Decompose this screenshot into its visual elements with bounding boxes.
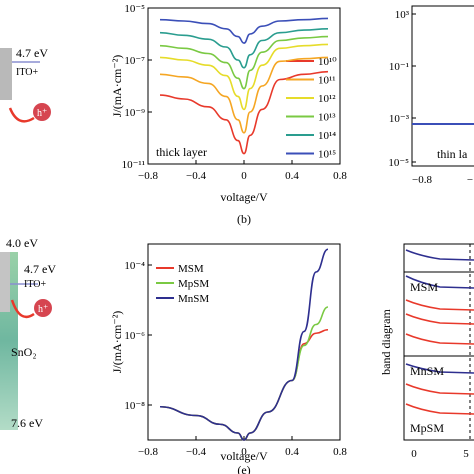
energy-mid-label: 4.7 eV [24, 262, 56, 276]
annotation: thick layer [156, 145, 207, 159]
x-axis-label: voltage/V [220, 449, 268, 463]
legend-label: 10¹⁵ [318, 149, 336, 161]
legend-label: 10¹⁴ [318, 130, 336, 142]
electrode-block [0, 48, 12, 100]
left-schematic-bottom: 4.0 eV 4.7 eV ITO+ h⁺ SnO₂ 7.6 eV [0, 236, 56, 430]
series-line-5 [159, 17, 329, 44]
series-line-2 [159, 43, 329, 111]
band-curve [405, 363, 474, 374]
hole-arrow [10, 299, 35, 319]
y-axis-label: J/(mA·cm⁻²) [110, 311, 124, 374]
plot-frame [147, 7, 341, 165]
right-panel-bottom: MSM MnSM MpSM band diagram 0 5 [379, 243, 474, 460]
hole-label: h⁺ [37, 108, 47, 119]
x-axis-label: voltage/V [220, 190, 268, 204]
legend-label: 10¹⁰ [318, 56, 337, 68]
y-tick-label: 10⁻¹¹ [122, 159, 145, 171]
x-tick-label: −0.4 [186, 446, 206, 458]
legend-label: 10¹¹ [318, 75, 336, 87]
y-tick-label: 10⁻⁶ [124, 330, 145, 342]
x-tick-label: −0.8 [412, 174, 432, 186]
x-tick-label: −0.8 [138, 170, 158, 182]
series-line-3 [159, 35, 329, 90]
electrode-label: ITO+ [16, 67, 38, 78]
y-tick-label: 10⁻⁹ [124, 107, 145, 119]
y-axis-label: band diagram [379, 309, 393, 375]
x-tick-label: 0 [241, 170, 247, 182]
legend-label: MpSM [178, 278, 209, 290]
hole-arrow [8, 107, 35, 123]
x-tick-label: − [467, 174, 473, 186]
energy-label: 4.7 eV [16, 46, 48, 60]
x-tick-label: 0.4 [285, 446, 299, 458]
band-label-msm: MSM [410, 280, 438, 294]
band-label-mpsm: MpSM [410, 421, 444, 435]
right-panel-top: 10³ 10⁻¹ 10⁻³ 10⁻⁵ thin la −0.8 − [388, 5, 474, 186]
chart-b: J/(mA·cm⁻²) voltage/V (b) thick layer −0… [110, 3, 347, 226]
band-curve [405, 275, 474, 289]
legend-label: MSM [178, 263, 204, 275]
y-axis-label: J/(mA·cm⁻²) [110, 55, 124, 118]
legend-label: MnSM [178, 293, 209, 305]
x-tick-label: 0 [411, 448, 417, 460]
plot-frame [403, 243, 474, 441]
y-tick-label: 10⁻⁴ [124, 260, 145, 272]
band-curve [405, 333, 474, 345]
energy-bottom-label: 7.6 eV [11, 416, 43, 430]
band-curve [405, 383, 474, 395]
band-curve [405, 299, 474, 311]
legend-label: 10¹² [318, 93, 336, 105]
left-schematic-top: 4.7 eV ITO+ h⁺ [0, 46, 51, 123]
legend-label: 10¹³ [318, 112, 336, 124]
x-tick-label: 0.4 [285, 170, 299, 182]
series-line-0 [159, 70, 329, 155]
chart-e: J/(mA·cm⁻²) voltage/V (e) −0.8 −0.4 0 0.4 0.… [110, 243, 347, 474]
series-line-4 [159, 28, 329, 69]
x-tick-label: 5 [463, 448, 469, 460]
x-tick-label: 0.8 [333, 170, 347, 182]
annotation: thin la [437, 147, 468, 161]
y-tick-label: 10³ [395, 9, 410, 21]
plot-frame [411, 5, 474, 167]
panel-label: (e) [237, 463, 250, 474]
electrode-block [0, 252, 10, 312]
y-tick-label: 10⁻⁷ [124, 55, 145, 67]
series-line-1 [159, 56, 329, 134]
x-tick-label: 0 [241, 446, 247, 458]
hole-icon [34, 299, 52, 317]
hole-icon [33, 103, 51, 121]
hole-label: h⁺ [38, 304, 48, 315]
band-label-mnsm: MnSM [410, 364, 444, 378]
energy-top-label: 4.0 eV [6, 236, 38, 250]
material-label: SnO₂ [11, 345, 37, 359]
series-line-1 [159, 306, 329, 441]
y-tick-label: 10⁻⁸ [124, 400, 145, 412]
band-curve [405, 313, 474, 325]
x-tick-label: −0.8 [138, 446, 158, 458]
x-tick-label: −0.4 [186, 170, 206, 182]
y-tick-label: 10⁻³ [389, 113, 410, 125]
series-line-2 [159, 248, 329, 441]
x-tick-label: 0.8 [333, 446, 347, 458]
y-tick-label: 10⁻⁵ [388, 157, 409, 169]
electrode-label: ITO+ [24, 279, 46, 290]
band-curve [405, 249, 474, 261]
y-tick-label: 10⁻¹ [389, 61, 409, 73]
panel-label: (b) [237, 212, 251, 226]
y-tick-label: 10⁻⁵ [124, 3, 145, 15]
band-curve [405, 403, 474, 415]
